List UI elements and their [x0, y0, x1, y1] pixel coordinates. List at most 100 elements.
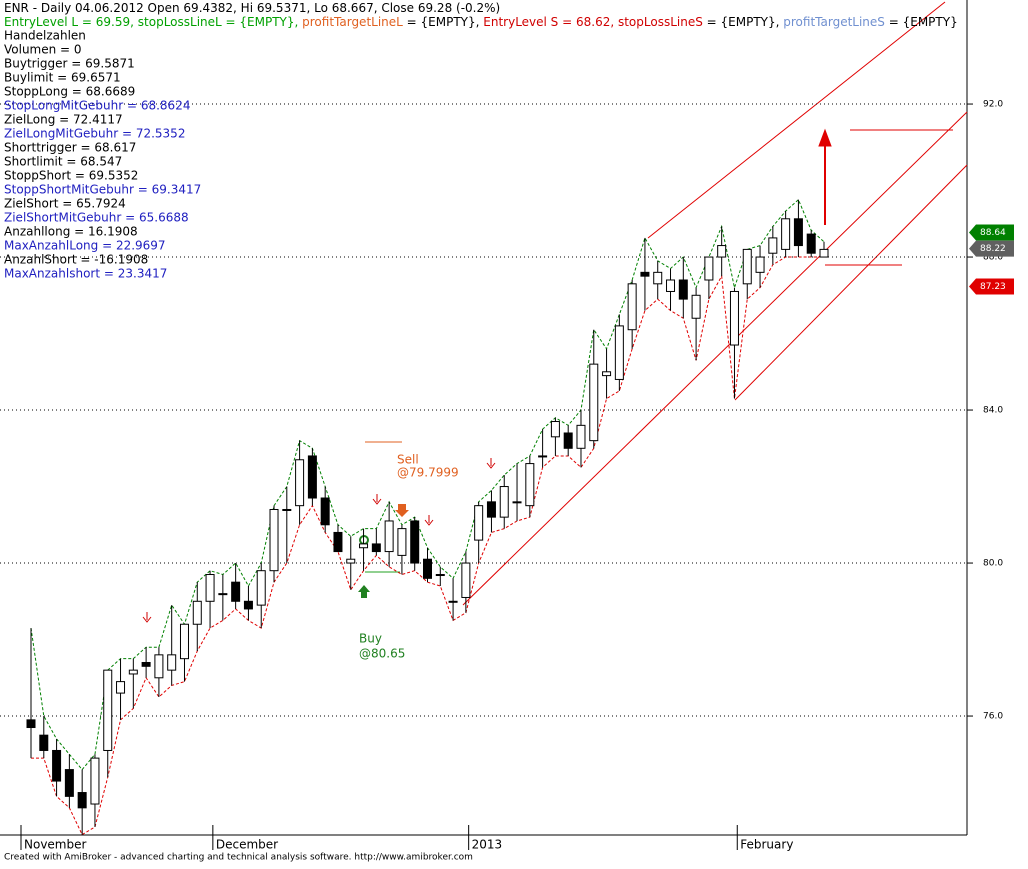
candle-body: [346, 558, 356, 564]
candle-body: [128, 669, 138, 675]
candle-body: [307, 455, 317, 499]
candle-body: [423, 558, 432, 579]
candle-body: [717, 245, 727, 258]
x-tick-label: December: [216, 838, 278, 852]
candle-body: [384, 520, 394, 553]
candle-body: [729, 290, 739, 346]
candle-body: [666, 279, 676, 292]
sell-arrow: [486, 458, 496, 469]
candle-body: [768, 237, 778, 254]
candle-body: [678, 279, 688, 300]
annotation: @80.65: [359, 647, 405, 661]
info-line: Shortlimit = 68.547: [4, 155, 122, 169]
candle-body: [116, 681, 126, 694]
candle-body: [627, 283, 637, 331]
candle-body: [231, 581, 241, 602]
price-marker-label: 88.64: [980, 228, 1006, 238]
info-line: StoppShortMitGebuhr = 69.3417: [4, 183, 201, 197]
candle-body: [205, 574, 215, 602]
candle-body: [806, 233, 816, 254]
candle-body: [819, 248, 829, 258]
candle-body: [550, 421, 560, 438]
sell-arrow: [424, 515, 434, 526]
info-line: ZielLongMitGebuhr = 72.5352: [4, 127, 185, 141]
header-segment: = {EMPTY},: [703, 15, 783, 29]
candle-body: [486, 501, 496, 518]
candle-body: [371, 543, 381, 553]
footer: Created with AmiBroker - advanced charti…: [4, 853, 473, 863]
annotation: @79.7999: [397, 466, 459, 480]
candle-body: [269, 508, 279, 572]
candle-body: [474, 505, 484, 541]
candle-body: [589, 363, 599, 442]
header-segment: profitTargetLineS: [783, 15, 885, 29]
header-segment: ENR - Daily 04.06.2012 Open 69.4382, Hi …: [4, 1, 500, 15]
candle-body: [576, 424, 586, 449]
candle-body: [154, 654, 164, 679]
sell-signal: [395, 504, 409, 517]
annotation: Buy: [359, 632, 382, 646]
candle-body: [435, 574, 445, 577]
channel-line: [734, 164, 968, 401]
y-tick-label: 92.0: [983, 100, 1003, 110]
y-tick-label: 88.0: [983, 253, 1003, 263]
candle-body: [563, 432, 573, 449]
candle-body: [397, 528, 407, 556]
candle-body: [359, 543, 369, 549]
candle-body: [141, 661, 151, 667]
header-segment: = {EMPTY},: [403, 15, 483, 29]
y-tick-label: 76.0: [983, 712, 1003, 722]
x-tick-label: November: [24, 838, 86, 852]
info-line: AnzahlShort = -16.1908: [4, 253, 148, 267]
candle-body: [410, 520, 420, 564]
candle-body: [742, 248, 752, 285]
price-marker: [969, 240, 1014, 257]
candle-body: [90, 757, 100, 805]
header-segment: profitTargetLineL: [302, 15, 403, 29]
buy-signal: [358, 585, 370, 598]
candle-body: [77, 792, 87, 809]
header-segment: stopLossLineS: [618, 15, 703, 29]
y-tick-label: 80.0: [983, 559, 1003, 569]
y-tick-label: 84.0: [983, 406, 1003, 416]
candle-body: [52, 749, 62, 782]
candle-body: [179, 623, 189, 660]
candle-body: [793, 218, 803, 247]
header-line: EntryLevel L = 69.59, stopLossLineL = {E…: [4, 15, 958, 29]
header-segment: stopLossLineL = {EMPTY},: [138, 15, 302, 29]
candle-body: [602, 371, 612, 377]
channel: [462, 1, 968, 606]
info-line: ZielLong = 72.4117: [4, 113, 123, 127]
info-line: Handelzahlen: [4, 29, 86, 43]
info-line: Anzahllong = 16.1908: [4, 225, 138, 239]
candle-body: [781, 218, 791, 250]
candle-body: [192, 600, 202, 625]
info-line: MaxAnzahlLong = 22.9697: [4, 239, 166, 253]
info-line: Buytrigger = 69.5871: [4, 57, 135, 71]
candle-body: [538, 455, 548, 458]
candle-body: [691, 294, 701, 319]
candle-body: [282, 508, 292, 511]
header-segment: = {EMPTY}: [885, 15, 958, 29]
candle-body: [448, 600, 458, 603]
info-line: Shorttrigger = 68.617: [4, 141, 136, 155]
header-segment: EntryLevel S = 68.62,: [483, 15, 618, 29]
candle-body: [640, 271, 650, 277]
candle-body: [256, 570, 266, 606]
price-marker-label: 87.23: [980, 282, 1006, 292]
target-arrow-head: [818, 128, 832, 147]
channel-line: [462, 111, 968, 606]
x-tick-label: February: [740, 838, 793, 852]
info-line: Volumen = 0: [4, 43, 82, 57]
candle-body: [167, 654, 177, 671]
info-line: MaxAnzahlshort = 23.3417: [4, 267, 167, 281]
candle-body: [755, 256, 765, 273]
info-line: StoppShort = 69.5352: [4, 169, 138, 183]
price-marker-label: 88.22: [980, 244, 1006, 254]
annotation: Sell: [397, 453, 419, 467]
candle-body: [704, 256, 714, 281]
price-marker: [969, 278, 1014, 295]
sell-arrow: [142, 612, 152, 623]
